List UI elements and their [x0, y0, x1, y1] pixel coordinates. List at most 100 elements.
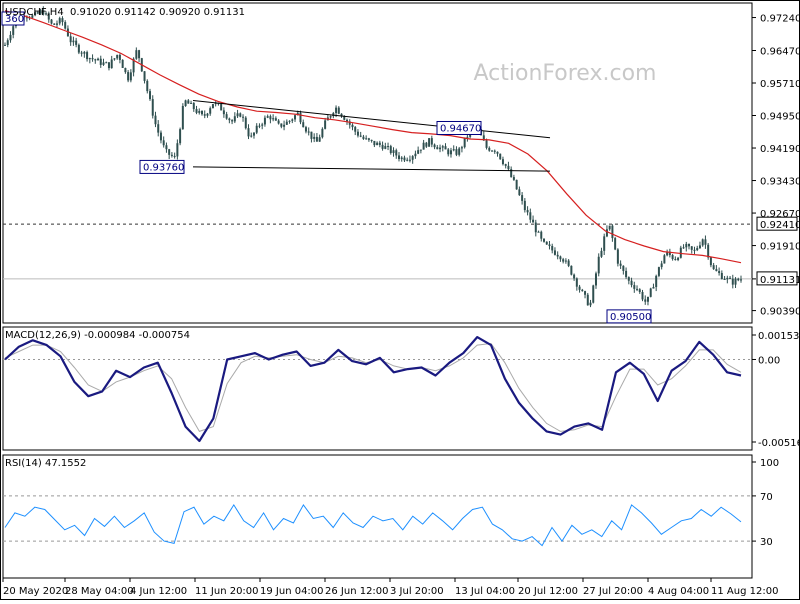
xtick-label-0: 20 May 2020 — [3, 586, 68, 597]
candle-body — [121, 59, 124, 68]
candle-body — [367, 138, 370, 140]
candle-body — [124, 67, 127, 73]
candle-body — [543, 238, 546, 242]
candle-body — [594, 273, 597, 286]
candle-body — [452, 149, 455, 151]
candle-body — [578, 286, 581, 290]
candle-body — [299, 112, 302, 123]
candle-body — [348, 121, 351, 125]
candle-body — [425, 142, 428, 147]
candle-body — [518, 189, 521, 196]
candle-body — [99, 58, 102, 65]
xtick-label-5: 26 Jun 12:00 — [325, 586, 389, 597]
candle-body — [641, 292, 644, 300]
candle-body — [343, 116, 346, 120]
price-ytick-label-7: 0.91910 — [760, 242, 800, 253]
candle-body — [321, 128, 324, 138]
candle-body — [247, 128, 250, 137]
candle-body — [408, 159, 411, 161]
candle-body — [239, 113, 242, 117]
candle-body — [444, 146, 447, 150]
candle-body — [190, 102, 193, 104]
candle-body — [564, 260, 567, 262]
candle-body — [258, 125, 261, 127]
annotation-start: 360 — [5, 14, 24, 25]
candle-body — [110, 59, 113, 69]
candle-body — [567, 260, 570, 266]
candle-body — [586, 294, 589, 306]
candle-body — [233, 116, 236, 122]
candle-body — [537, 231, 540, 233]
candle-body — [611, 225, 614, 239]
candle-body — [97, 58, 100, 61]
candle-body — [236, 113, 239, 117]
candle-body — [449, 150, 452, 155]
annotation-start-box — [1, 11, 25, 26]
candle-body — [690, 246, 693, 250]
candle-body — [698, 245, 701, 249]
annotation-low-0.90500: 0.90500 — [610, 312, 651, 323]
candle-body — [277, 120, 280, 124]
candle-body — [712, 265, 715, 270]
candle-body — [80, 52, 83, 54]
candle-body — [31, 15, 34, 18]
price-ytick-label-5: 0.93430 — [760, 177, 800, 188]
candle-body — [242, 116, 245, 118]
candle-body — [165, 145, 168, 150]
candle-body — [504, 164, 507, 166]
candle-body — [4, 44, 6, 46]
xtick-label-10: 4 Aug 04:00 — [648, 586, 709, 597]
candle-body — [584, 291, 587, 295]
candle-body — [646, 296, 649, 302]
trendline-1 — [192, 166, 551, 172]
candle-body — [34, 12, 37, 16]
candle-body — [154, 115, 157, 125]
candle-body — [644, 299, 647, 302]
candle-body — [671, 255, 674, 260]
candle-body — [559, 256, 562, 260]
candle-body — [356, 131, 359, 136]
candle-body — [209, 108, 212, 114]
candle-body — [403, 157, 406, 161]
candle-body — [376, 142, 379, 146]
price-ytick-label-4: 0.94190 — [760, 144, 800, 155]
candle-body — [105, 62, 108, 64]
candle-body — [627, 277, 630, 281]
candle-body — [707, 244, 710, 258]
candle-body — [340, 113, 343, 117]
candle-body — [132, 58, 135, 73]
candle-body — [493, 150, 496, 152]
candle-body — [102, 62, 105, 65]
candle-body — [605, 229, 608, 237]
candle-body — [255, 125, 258, 133]
candle-body — [157, 124, 160, 133]
candle-body — [397, 155, 400, 159]
candle-body — [151, 99, 154, 116]
candle-body — [58, 18, 61, 24]
candle-body — [127, 72, 130, 81]
candle-body — [682, 247, 685, 249]
candle-body — [222, 110, 225, 115]
candle-body — [214, 103, 217, 105]
candle-body — [83, 52, 86, 54]
xtick-label-11: 11 Aug 12:00 — [711, 586, 778, 597]
candle-body — [428, 138, 431, 147]
candle-body — [545, 241, 548, 245]
candle-body — [64, 22, 67, 29]
candle-body — [466, 136, 469, 138]
panel-frame-2 — [2, 454, 753, 579]
candle-body — [603, 236, 606, 251]
candle-body — [337, 107, 340, 114]
candle-body — [335, 107, 338, 114]
candle-body — [77, 44, 80, 53]
candle-body — [715, 269, 718, 272]
candle-body — [50, 19, 53, 24]
rsi-ytick-label-1: 70 — [760, 492, 773, 503]
candle-body — [581, 289, 584, 292]
candle-body — [6, 40, 9, 45]
candle-body — [138, 50, 141, 59]
candle-body — [261, 124, 264, 126]
candle-body — [304, 127, 307, 132]
candle-body — [370, 139, 373, 141]
candle-body — [460, 147, 463, 149]
